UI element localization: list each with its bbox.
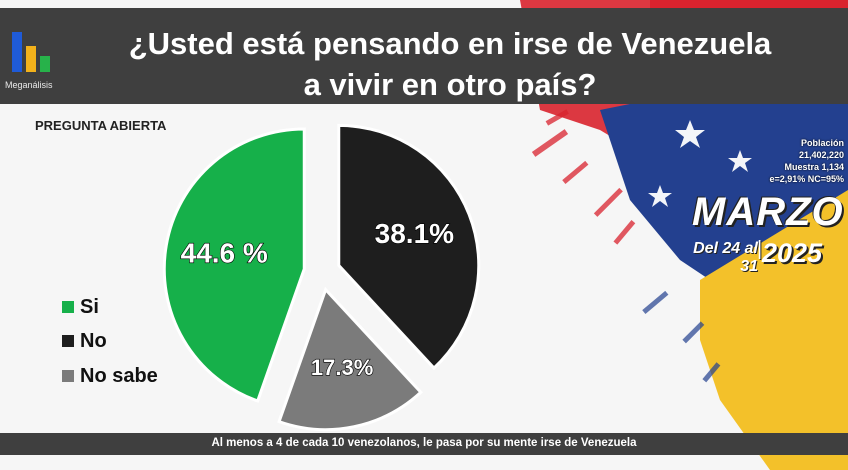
pie-slice-no <box>337 123 481 371</box>
legend-swatch-si <box>62 301 74 313</box>
footer-bar: Al menos a 4 de cada 10 venezolanos, le … <box>0 433 848 455</box>
title-line-2: a vivir en otro país? <box>303 67 597 102</box>
brand-name: Meganálisis <box>5 80 53 90</box>
date-month: MARZO <box>692 190 844 234</box>
error-text: e=2,91% NC=95% <box>769 174 844 184</box>
meganalisis-logo-icon <box>12 32 50 72</box>
data-label-no: 38.1% <box>375 218 454 249</box>
title-line-1: ¿Usted está pensando en irse de Venezuel… <box>128 26 772 61</box>
poblacion-value: 21,402,220 <box>798 150 844 160</box>
legend-swatch-no-sabe <box>62 370 74 382</box>
data-label-no-sabe: 17.3% <box>311 355 373 380</box>
date-year: 2025 <box>762 238 823 268</box>
data-label-si: 44.6 % <box>181 238 268 269</box>
pie-slice-no-sabe <box>277 286 423 432</box>
date-separator: | <box>757 238 763 260</box>
muestra-text: Muestra 1,134 <box>784 162 844 172</box>
legend-label-no: No <box>80 330 107 352</box>
survey-info: Población 21,402,220 Muestra 1,134 e=2,9… <box>740 137 844 185</box>
subtitle: PREGUNTA ABIERTA <box>35 118 167 133</box>
header-bar: Meganálisis ¿Usted está pensando en irse… <box>0 8 848 104</box>
pie-slice-si <box>162 127 306 403</box>
footer-text: Al menos a 4 de cada 10 venezolanos, le … <box>211 437 637 449</box>
legend-label-no-sabe: No sabe <box>80 365 158 387</box>
date-range: Del 24 al 31 <box>693 240 758 275</box>
poblacion-label: Población <box>800 138 844 148</box>
legend-swatch-no <box>62 335 74 347</box>
legend-label-si: Si <box>80 296 99 318</box>
